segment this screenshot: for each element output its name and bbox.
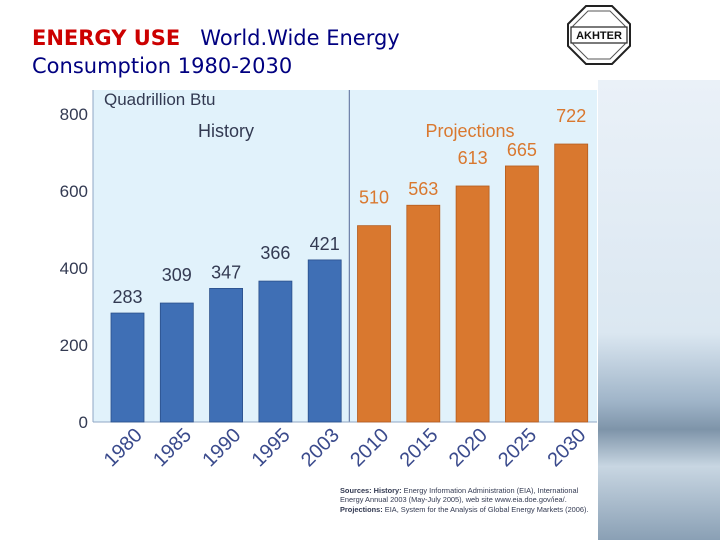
bar-2025 (504, 165, 539, 423)
bar-2015 (406, 204, 441, 423)
source-history-text: Energy Information Administration (EIA),… (340, 486, 579, 505)
source-projections-text: EIA, System for the Analysis of Global E… (384, 504, 589, 514)
x-tick-label-2003: 2003 (297, 424, 344, 471)
x-tick-label-2015: 2015 (396, 424, 443, 471)
value-label-2003: 421 (310, 234, 340, 254)
section-label-history: History (198, 121, 254, 141)
value-label-2025: 665 (507, 140, 537, 160)
value-labels: 283 309 347 366 421 510 563 613 665 722 (112, 106, 586, 307)
bars (110, 143, 589, 423)
y-tick-label: 600 (60, 182, 88, 201)
slide-title: ENERGY USE World.Wide Energy Consumption … (32, 24, 400, 80)
y-tick-label: 200 (60, 336, 88, 355)
bar-1990 (209, 288, 244, 423)
source-projections-label: Projections: (340, 504, 383, 514)
x-ticks: 1980 1985 1990 1995 2003 2010 2015 2020 2025 2030 (100, 424, 591, 471)
x-tick-label-2020: 2020 (445, 424, 492, 471)
bar-2020 (455, 185, 490, 423)
value-label-1990: 347 (211, 262, 241, 282)
source-history-label: Sources: History: (340, 486, 402, 495)
bar-1995 (258, 280, 293, 423)
x-tick-label-2025: 2025 (494, 424, 541, 471)
title-blue-line1: World.Wide Energy (200, 26, 400, 50)
y-tick-label: 0 (79, 413, 88, 432)
logo-band (570, 26, 628, 44)
x-tick-label-1995: 1995 (248, 424, 295, 471)
value-label-2010: 510 (359, 188, 389, 208)
bar-2003 (307, 259, 342, 423)
section-label-projections: Projections (425, 121, 514, 141)
y-tick-label: 400 (60, 259, 88, 278)
x-tick-label-2030: 2030 (543, 424, 590, 471)
x-tick-label-1985: 1985 (149, 424, 196, 471)
value-label-1985: 309 (162, 265, 192, 285)
x-tick-label-2010: 2010 (346, 424, 393, 471)
bar-2010 (357, 225, 391, 423)
value-label-1995: 366 (260, 243, 290, 263)
bar-1985 (159, 302, 194, 423)
logo-text: AKHTER (576, 30, 622, 42)
bar-2030 (554, 143, 589, 423)
akhter-logo: AKHTER (567, 5, 631, 65)
value-label-1980: 283 (112, 287, 142, 307)
x-tick-label-1980: 1980 (100, 424, 147, 471)
value-label-2030: 722 (556, 106, 586, 126)
y-ticks: 0 200 400 600 800 (60, 105, 88, 432)
source-note: Sources: History: Energy Information Adm… (340, 486, 596, 514)
bar-1980 (110, 312, 145, 423)
y-axis-label: Quadrillion Btu (104, 90, 216, 109)
title-red: ENERGY USE (32, 26, 181, 50)
side-photo-strip (598, 80, 720, 540)
value-label-2020: 613 (458, 148, 488, 168)
x-tick-label-1990: 1990 (198, 424, 245, 471)
y-tick-label: 800 (60, 105, 88, 124)
title-blue-line2: Consumption 1980-2030 (32, 54, 293, 78)
value-label-2015: 563 (408, 179, 438, 199)
